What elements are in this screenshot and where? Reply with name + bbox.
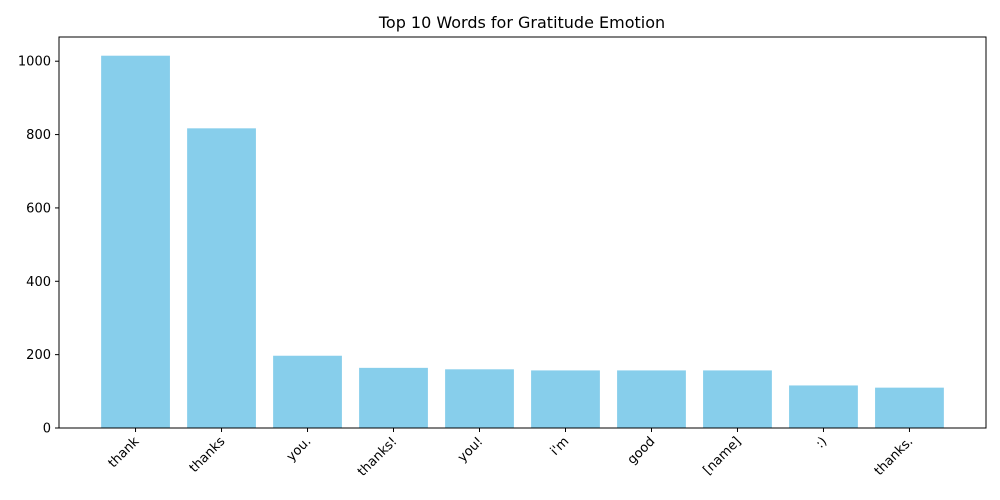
y-tick-label-0: 0: [43, 422, 51, 437]
x-tick-label-0: thank: [106, 434, 143, 471]
y-tick-label-5: 1000: [18, 55, 51, 70]
x-tick-label-3: thanks!: [355, 434, 400, 479]
bar-0: [101, 55, 170, 429]
x-tick-label-2: you.: [284, 434, 314, 464]
chart-title: Top 10 Words for Gratitude Emotion: [378, 13, 665, 32]
bar-7: [703, 370, 772, 428]
bar-8: [789, 385, 858, 428]
x-tick-label-8: :): [813, 434, 830, 451]
bar-9: [875, 387, 944, 428]
bar-4: [445, 369, 514, 428]
bar-5: [531, 370, 600, 428]
bar-6: [617, 370, 686, 428]
bar-3: [359, 367, 428, 428]
bar-2: [273, 355, 342, 428]
x-tick-label-7: [name]: [700, 434, 744, 478]
y-tick-label-1: 200: [26, 348, 51, 363]
bars-group: [101, 55, 944, 429]
x-tick-label-9: thanks.: [872, 434, 917, 479]
bar-1: [187, 128, 256, 428]
y-tick-label-3: 600: [26, 201, 51, 216]
plot-frame: [58, 36, 987, 429]
x-axis: thank thanks you. thanks! you! i'm good [name]:…: [106, 428, 917, 480]
y-tick-label-4: 800: [26, 128, 51, 143]
x-tick-label-6: good: [625, 434, 659, 468]
x-tick-label-1: thanks: [187, 434, 229, 476]
x-tick-label-5: i'm: [548, 434, 573, 459]
y-axis: 0 200 400 600 800 1000: [18, 55, 59, 437]
x-tick-label-4: you!: [455, 434, 486, 465]
y-tick-label-2: 400: [26, 275, 51, 290]
